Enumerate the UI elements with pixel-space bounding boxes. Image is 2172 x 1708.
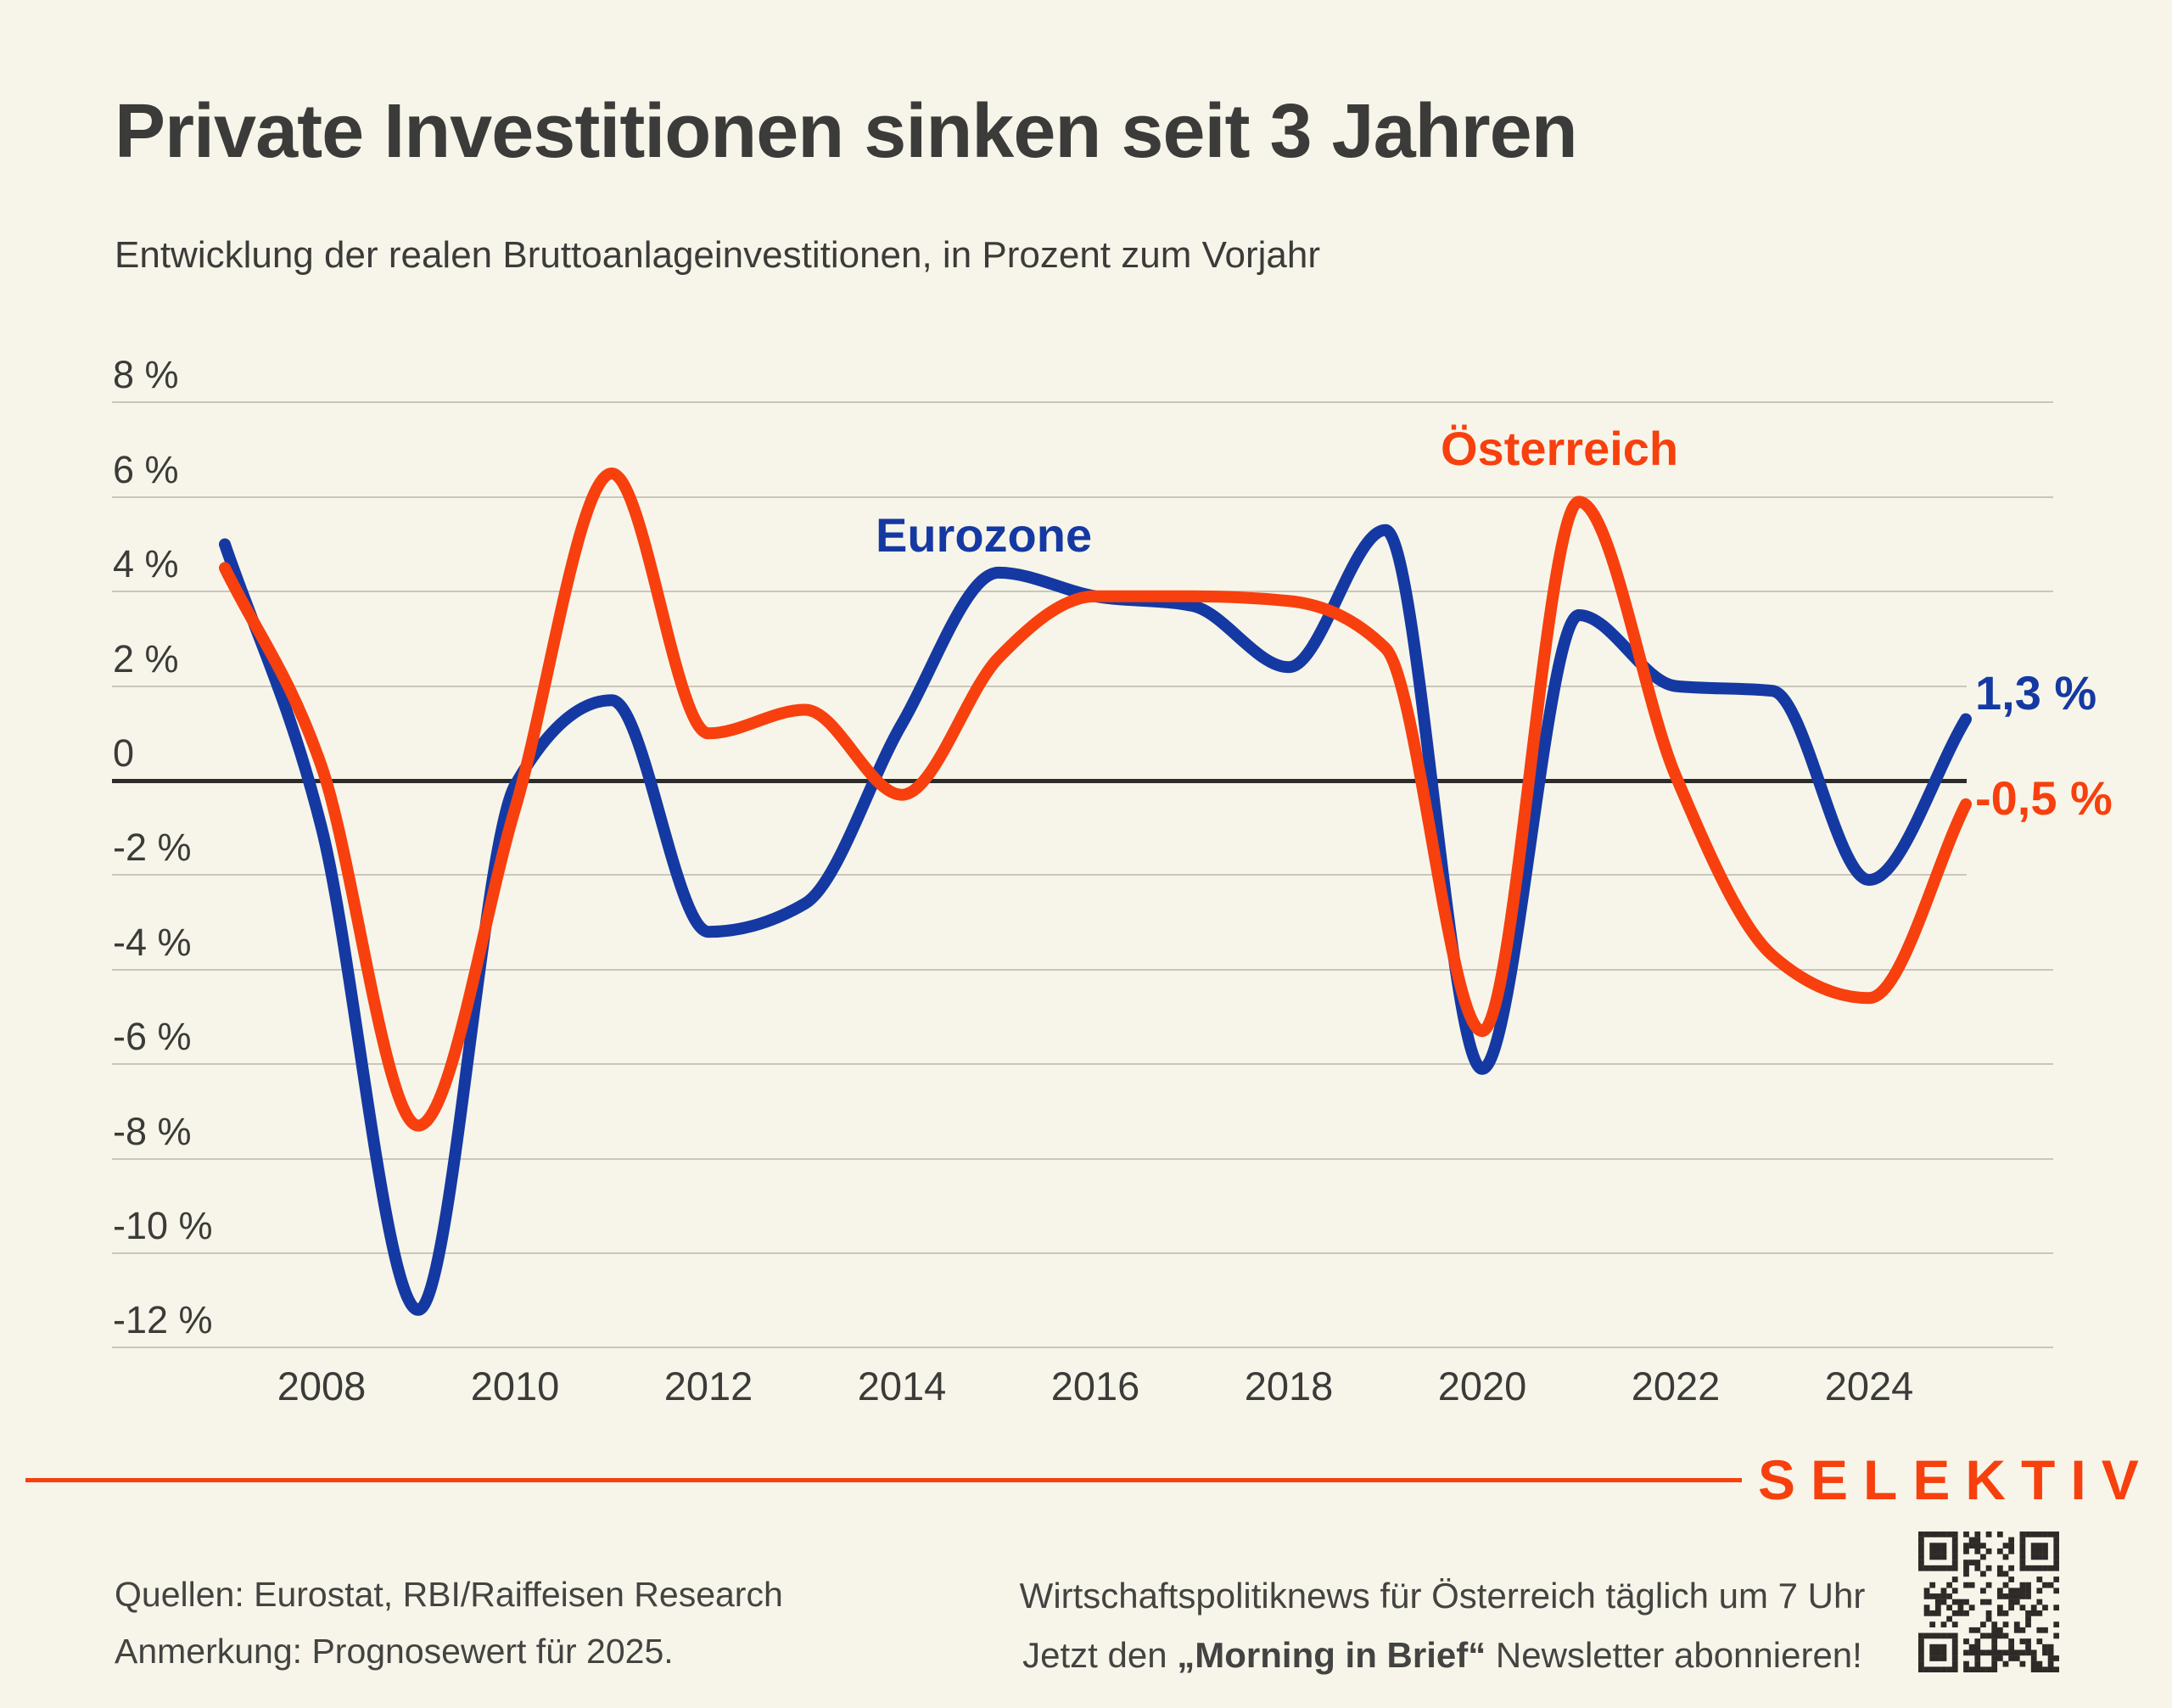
y-tick-label: -8 % <box>113 1109 192 1153</box>
y-tick-label: 4 % <box>113 542 179 586</box>
promo-line1: Wirtschaftspolitiknews für Österreich tä… <box>1019 1576 1866 1616</box>
x-tick-label: 2022 <box>1631 1364 1721 1408</box>
x-tick-label: 2020 <box>1437 1364 1527 1408</box>
x-tick-label: 2010 <box>470 1364 560 1408</box>
page-title: Private Investitionen sinken seit 3 Jahr… <box>115 89 1578 174</box>
zero-line <box>112 779 1967 783</box>
source-line: Quellen: Eurostat, RBI/Raiffeisen Resear… <box>115 1575 783 1614</box>
gridline <box>112 496 2053 498</box>
gridline <box>112 1347 2053 1349</box>
gridline <box>112 685 1967 687</box>
y-tick-label: 6 % <box>113 447 179 491</box>
x-tick-label: 2024 <box>1824 1364 1914 1408</box>
gridline <box>112 1252 2053 1254</box>
y-tick-label: -12 % <box>113 1298 213 1342</box>
gridline <box>112 401 2053 404</box>
y-tick-label: -4 % <box>113 920 192 964</box>
gridline <box>112 874 1967 876</box>
y-tick-label: -6 % <box>113 1015 192 1059</box>
gridline <box>112 1157 2053 1160</box>
oesterreich-series-label: Österreich <box>1441 422 1679 475</box>
oesterreich-line <box>219 468 1972 1132</box>
y-tick-label: -2 % <box>113 826 192 870</box>
gridline <box>112 1063 2053 1066</box>
gridline <box>112 968 2053 971</box>
y-tick-label: 8 % <box>113 353 179 397</box>
x-tick-label: 2018 <box>1244 1364 1334 1408</box>
x-tick-label: 2014 <box>857 1364 947 1408</box>
eurozone-end-value-label: 1,3 % <box>1975 666 2097 720</box>
y-tick-label: 0 <box>113 731 135 775</box>
annotation-line: Anmerkung: Prognosewert für 2025. <box>115 1632 674 1671</box>
promo-line2-bold: „Morning in Brief“ <box>1177 1635 1486 1675</box>
promo-line2-prefix: Jetzt den <box>1022 1635 1178 1675</box>
x-tick-label: 2012 <box>663 1364 753 1408</box>
page-subtitle: Entwicklung der realen Bruttoanlageinves… <box>115 234 1321 276</box>
brand-divider-line <box>25 1478 1742 1482</box>
selektiv-logo: SELEKTIV <box>1758 1448 2154 1511</box>
x-tick-label: 2016 <box>1050 1364 1140 1408</box>
y-tick-label: -10 % <box>113 1204 213 1247</box>
y-tick-label: 2 % <box>113 636 179 680</box>
source-note: Quellen: Eurostat, RBI/Raiffeisen Resear… <box>115 1566 783 1680</box>
x-tick-label: 2008 <box>277 1364 367 1408</box>
newsletter-promo: Wirtschaftspolitiknews für Österreich tä… <box>899 1566 1985 1685</box>
oesterreich-end-value-label: -0,5 % <box>1975 771 2113 825</box>
promo-line2: Jetzt den „Morning in Brief“ Newsletter … <box>899 1626 1985 1685</box>
qr-code <box>1918 1532 2059 1672</box>
promo-line2-suffix: Newsletter abonnieren! <box>1486 1635 1862 1675</box>
eurozone-series-label: Eurozone <box>876 508 1093 562</box>
